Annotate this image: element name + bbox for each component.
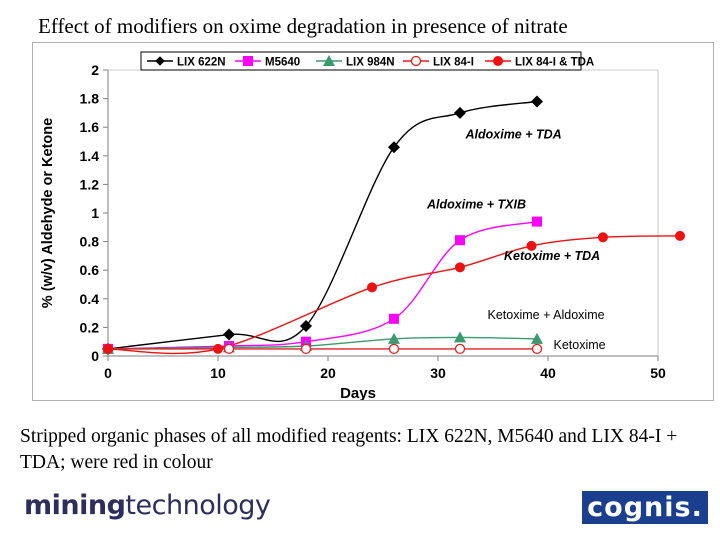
y-axis-label: % (w/v) Aldehyde or Ketone [40, 118, 56, 308]
data-point [526, 240, 537, 251]
data-point [300, 319, 312, 332]
y-tick-label: 0.4 [80, 291, 100, 307]
data-point [367, 282, 377, 293]
line-chart: 00.20.40.60.811.21.41.61.820 10 20 30 40 50Da… [40, 51, 685, 400]
cognis-logo: cognis. [582, 491, 708, 524]
data-point [455, 235, 465, 246]
legend-label: M5640 [265, 57, 300, 69]
legend-marker [493, 56, 503, 66]
legend-marker [243, 56, 253, 66]
y-tick-label: 0.2 [80, 319, 100, 335]
legend-label: LIX 984N [346, 57, 395, 69]
data-point [454, 106, 466, 119]
legend-marker [410, 55, 422, 67]
mining-technology-logo: miningtechnology [24, 490, 271, 521]
chart-annotation: Ketoxime + TDA [504, 249, 600, 263]
chart-annotation: Aldoxime + TDA [465, 128, 562, 142]
y-tick-label: 1.4 [80, 148, 100, 164]
data-point [388, 141, 400, 154]
y-tick-label: 0 [91, 348, 99, 364]
y-tick-label: 2 [91, 62, 99, 78]
y-tick-label: 1.8 [80, 91, 100, 107]
y-tick-label: 0.8 [80, 234, 100, 250]
x-tick-label: 20 [320, 365, 336, 381]
data-point [455, 262, 465, 273]
data-point [213, 343, 223, 354]
logo-word-technology: technology [125, 490, 271, 521]
chart-annotation: Aldoxime + TXIB [426, 198, 526, 212]
chart-annotation: Ketoxime + Aldoxime [488, 308, 605, 322]
legend-marker [155, 56, 165, 66]
x-axis-label: Days [340, 385, 376, 400]
data-point [531, 343, 543, 355]
x-tick-label: 10 [210, 365, 226, 381]
x-tick-label: 40 [540, 365, 556, 381]
legend-label: LIX 84-I [433, 57, 474, 69]
data-point [103, 343, 113, 354]
chart-annotation: Ketoxime [554, 338, 606, 352]
legend-label: LIX 84-I & TDA [515, 57, 594, 69]
y-tick-label: 0.6 [80, 262, 100, 278]
logo-word-mining: mining [24, 490, 126, 521]
y-tick-label: 1 [91, 205, 99, 221]
data-point [531, 332, 543, 344]
data-point [388, 343, 400, 355]
data-point [454, 331, 466, 343]
series-line-1 [107, 220, 538, 350]
data-point [300, 343, 312, 355]
data-point [675, 230, 685, 241]
data-point [531, 95, 543, 108]
data-point [532, 216, 542, 227]
x-tick-label: 0 [104, 365, 112, 381]
y-tick-label: 1.6 [80, 119, 100, 135]
data-point [223, 328, 235, 341]
chart-frame: 0 0.2 0.4 0.6 0.8 1 1.2 1.4 1.6 1.8 2 0 10 20 30 40 50 Da… [32, 42, 714, 401]
data-point [454, 343, 466, 355]
data-point [389, 313, 399, 324]
y-tick-label: 1.2 [80, 176, 100, 192]
legend-label: LIX 622N [177, 57, 226, 69]
slide-caption: Stripped organic phases of all modified … [20, 426, 678, 473]
legend-marker [323, 55, 335, 66]
x-tick-label: 30 [430, 365, 446, 381]
data-point [223, 343, 235, 355]
data-point [598, 232, 608, 243]
data-point [388, 332, 400, 344]
x-tick-label: 50 [650, 365, 666, 381]
slide-title: Effect of modifiers on oxime degradation… [38, 14, 568, 38]
